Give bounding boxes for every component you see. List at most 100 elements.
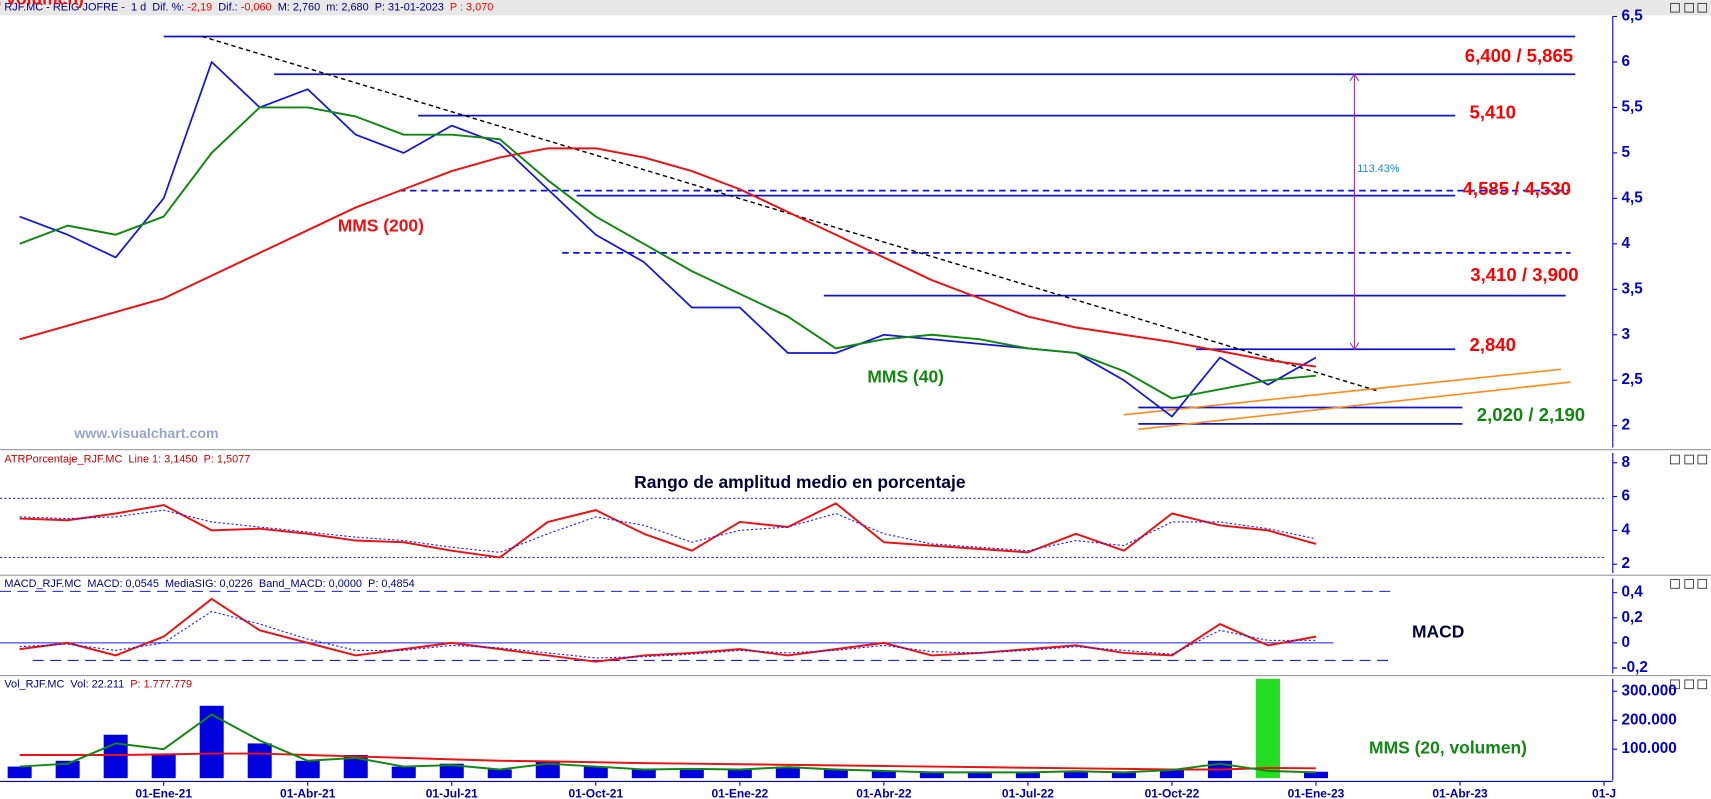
window-button [1670,2,1680,13]
header-strip [0,0,1711,16]
x-tick-label: 01-Oct-22 [1145,787,1200,799]
window-button [1684,2,1694,13]
volume-bar [295,760,320,779]
volume-bar [1015,772,1040,779]
series-line [19,147,1317,368]
volume-bar [151,754,176,779]
header-part: P : 3,070 [450,2,493,14]
volume-bar [1111,772,1136,779]
series-line [19,610,1316,659]
header-part: Vol_RJF.MC Vol: 22.211 [4,678,130,690]
window-button [1684,679,1694,690]
y-tick-label: 0 [1622,634,1630,651]
y-tick-label: 8 [1622,454,1631,471]
panel-title: Rango de amplitud medio en porcentaje [634,472,966,492]
panel-header: ATRPorcentaje_RJF.MC Line 1: 3,1450 P: 1… [4,453,250,465]
volume-bar [55,760,80,779]
volume-bar [679,768,704,779]
volume-bar [247,743,272,779]
volume-bar [7,766,32,779]
x-tick-label: 01-Jul-22 [1002,787,1054,799]
volume-bar [727,769,752,779]
y-tick-label: 300.000 [1622,682,1677,699]
window-button [1697,679,1708,690]
panel-title: MACD [1412,622,1464,642]
y-tick-label: 0,2 [1622,609,1643,626]
header-part: -2,19 [187,2,212,14]
series-line [19,713,1317,774]
panel-header: Vol_RJF.MC Vol: 22.211 P: 1.777.779 [4,678,192,690]
y-tick-label: 6 [1622,53,1630,70]
header-part: P: 1.777.779 [130,678,192,690]
volume-bar [439,763,464,779]
arrow-label: 113.43% [1357,163,1400,175]
level-label: 2,840 [1470,334,1516,355]
window-button [1684,454,1694,465]
y-tick-label: 4 [1622,521,1631,538]
volume-bar [823,769,848,779]
channel-line [1138,381,1571,431]
y-tick-label: 0,4 [1622,584,1644,601]
volume-bar [343,754,368,779]
volume-bar [631,769,656,779]
y-tick-label: -0,2 [1622,659,1648,676]
window-button [1684,579,1694,589]
series-label: MMS (200) [338,216,424,236]
series-line [19,502,1317,559]
header-part: ATRPorcentaje_RJF.MC Line 1: 3,1450 P: 1… [4,453,250,465]
volume-bar [1063,770,1088,779]
volume-bar [967,772,992,779]
y-tick-label: 2,5 [1622,371,1644,388]
header-part: -0,060 [241,2,272,14]
x-tick-label: 01-Oct-21 [568,787,623,799]
volume-bar [199,705,224,779]
volume-bar [103,734,128,779]
volume-bar [919,772,944,779]
y-tick-label: 5,5 [1622,98,1644,115]
y-tick-label: 200.000 [1622,711,1677,728]
series-label: MMS (40) [867,366,944,386]
window-button [1670,454,1680,465]
panel-header: MACD_RJF.MC MACD: 0,0545 MediaSIG: 0,022… [4,578,414,590]
volume-bar [583,766,608,779]
level-label: 2,020 / 2,190 [1477,404,1585,425]
volume-bar [391,766,416,779]
window-button [1697,2,1708,13]
series-line [19,597,1317,663]
window-button [1697,454,1708,465]
x-tick-label: 01-Abr-21 [280,787,336,799]
y-tick-label: 5 [1622,144,1631,161]
series-label: MMS (20, volumen) [1369,737,1527,757]
y-tick-label: 2 [1622,555,1630,572]
volume-bar [1159,769,1184,779]
x-tick-label: 01-Ene-23 [1288,787,1345,799]
x-tick-label: 01-Ene-22 [711,787,768,799]
volume-bar [1303,771,1328,779]
x-tick-label: 01-Abr-23 [1432,787,1488,799]
watermark: www.visualchart.com [73,426,218,442]
arrow-head [1349,73,1360,351]
header-part: M: 2,760 m: 2,680 P: 31-01-2023 [272,2,450,14]
series-line [19,752,1316,771]
x-tick-label: 01-J [1592,787,1616,799]
level-label: 5,410 [1470,102,1516,123]
level-label: 3,410 / 3,900 [1470,264,1578,285]
level-label: 6,400 / 5,865 [1465,45,1573,66]
y-tick-label: 6,5 [1622,8,1644,25]
x-tick-label: 01-Jul-21 [426,787,478,799]
level-label: 4,585 / 4,530 [1463,178,1571,199]
y-tick-label: 100.000 [1622,740,1677,757]
series-line [19,61,1317,418]
y-tick-label: 3,5 [1622,280,1644,297]
series-line [19,106,1317,400]
header-part: Dif.: [212,2,240,14]
channel-line [1123,368,1561,416]
x-tick-label: 01-Abr-22 [856,787,912,799]
window-button [1670,679,1680,690]
volume-bar [775,766,800,779]
header-part: MACD_RJF.MC MACD: 0,0545 MediaSIG: 0,022… [4,578,414,590]
y-tick-label: 3 [1622,326,1630,343]
window-button [1670,579,1680,589]
